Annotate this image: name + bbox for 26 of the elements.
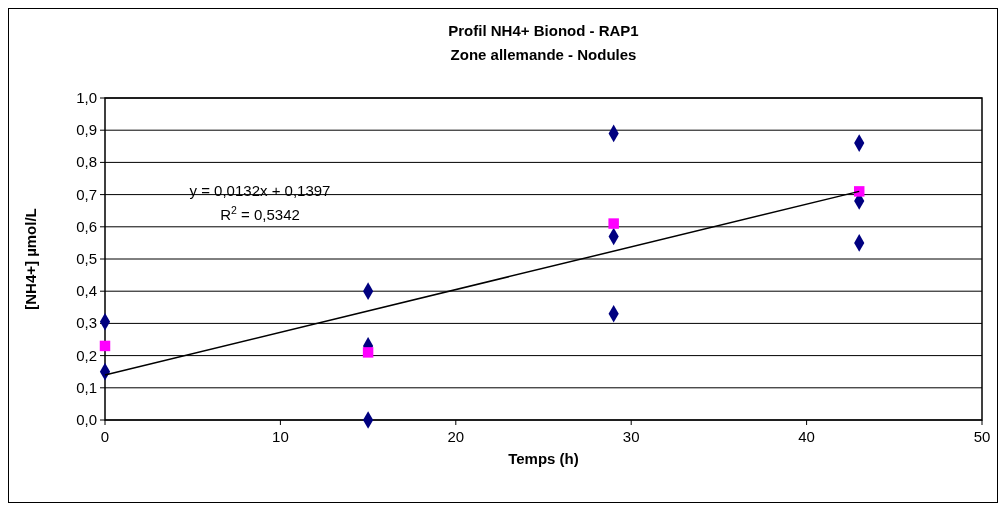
x-tick-label: 0 xyxy=(100,428,110,445)
y-tick-label: 0,0 xyxy=(76,411,97,428)
chart-subtitle: Zone allemande - Nodules xyxy=(450,46,637,63)
y-tick-label: 0,8 xyxy=(76,153,97,171)
x-tick-label: 10 xyxy=(272,428,289,445)
annotation: R$^{2}$ = 0,5342 xyxy=(220,204,300,223)
x-tick-label: 40 xyxy=(798,428,815,445)
x-axis-title: Temps (h) xyxy=(508,450,579,467)
x-tick-label: 30 xyxy=(622,428,640,445)
y-tick-label: 0,5 xyxy=(76,250,97,267)
y-tick-label: 0,7 xyxy=(76,185,97,203)
y-axis-title: [NH4+] µmol/L xyxy=(22,208,39,310)
chart-title: Profil NH4+ Bionod - RAP1 xyxy=(448,22,639,39)
point xyxy=(608,218,619,229)
y-tick-label: 0,9 xyxy=(76,121,97,139)
y-tick-label: 0,3 xyxy=(76,314,97,332)
y-tick-label: 0,6 xyxy=(76,217,97,235)
y-tick-label: 1,0 xyxy=(76,89,97,106)
y-tick-label: 0,4 xyxy=(76,282,97,300)
y-tick-label: 0,1 xyxy=(76,378,97,396)
point xyxy=(362,347,374,358)
y-tick-label: 0,2 xyxy=(76,346,97,364)
point xyxy=(99,340,111,352)
x-tick-label: 50 xyxy=(973,428,991,445)
x-tick-label: 20 xyxy=(447,428,465,445)
point xyxy=(853,186,865,197)
